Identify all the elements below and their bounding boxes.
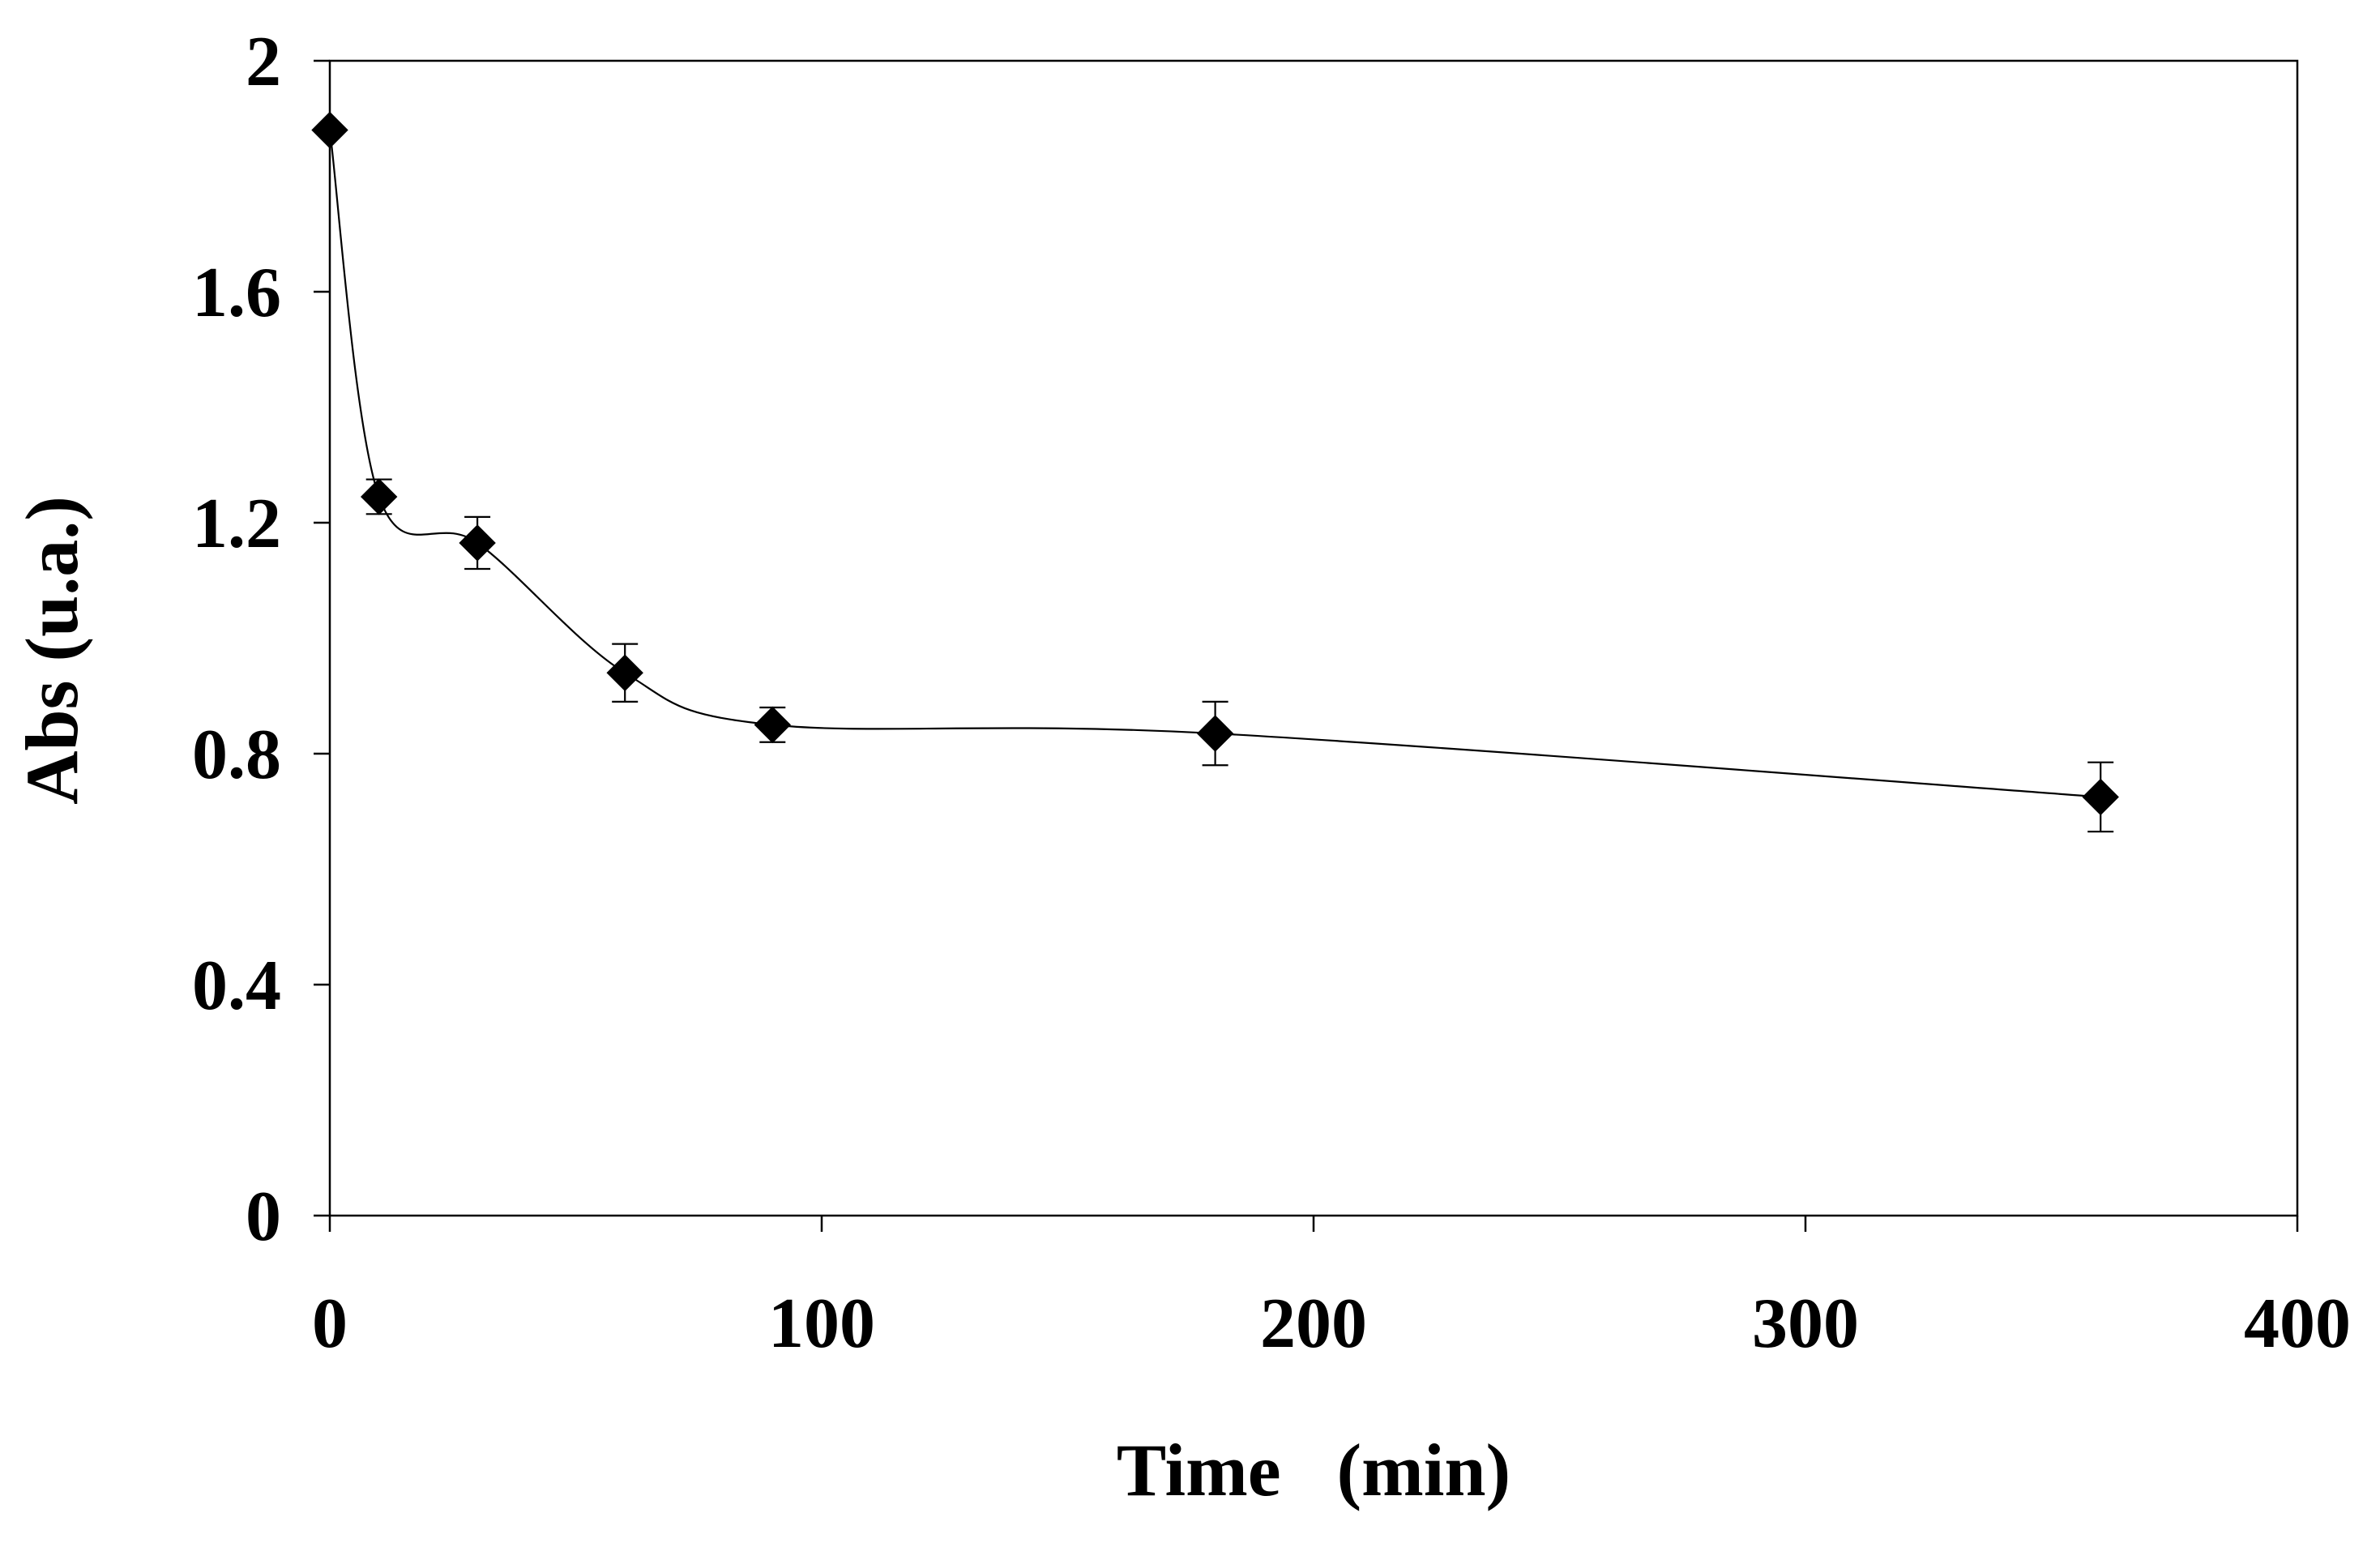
x-tick-label: 400: [2244, 1284, 2351, 1363]
y-tick-label: 2: [246, 23, 281, 101]
data-point-diamond: [360, 478, 398, 515]
data-point-diamond: [754, 706, 792, 744]
data-point-diamond: [606, 654, 643, 691]
x-tick-label: 100: [768, 1284, 875, 1363]
data-point-diamond: [2082, 778, 2119, 816]
x-tick-label: 300: [1752, 1284, 1859, 1363]
y-tick-label: 0.8: [192, 716, 281, 794]
y-tick-label: 0.4: [192, 947, 281, 1025]
data-point-diamond: [459, 524, 496, 562]
y-tick-label: 1.6: [192, 254, 281, 332]
plot-area: [328, 59, 2299, 1217]
x-tick-label: 0: [312, 1284, 348, 1363]
data-point-diamond: [311, 111, 348, 149]
x-axis-label: Time (min): [1117, 1429, 1510, 1511]
y-tick-label: 1.2: [192, 485, 281, 563]
ticks: 0 0.4 0.8 1.2 1.6 2 0 100 200 300 400: [192, 23, 2351, 1363]
series: [311, 111, 2119, 833]
x-tick-label: 200: [1260, 1284, 1367, 1363]
y-axis-label: Abs (u.a.): [11, 496, 93, 805]
data-point-diamond: [1196, 715, 1234, 752]
series-line: [328, 130, 2101, 798]
y-tick-label: 0: [246, 1178, 281, 1256]
